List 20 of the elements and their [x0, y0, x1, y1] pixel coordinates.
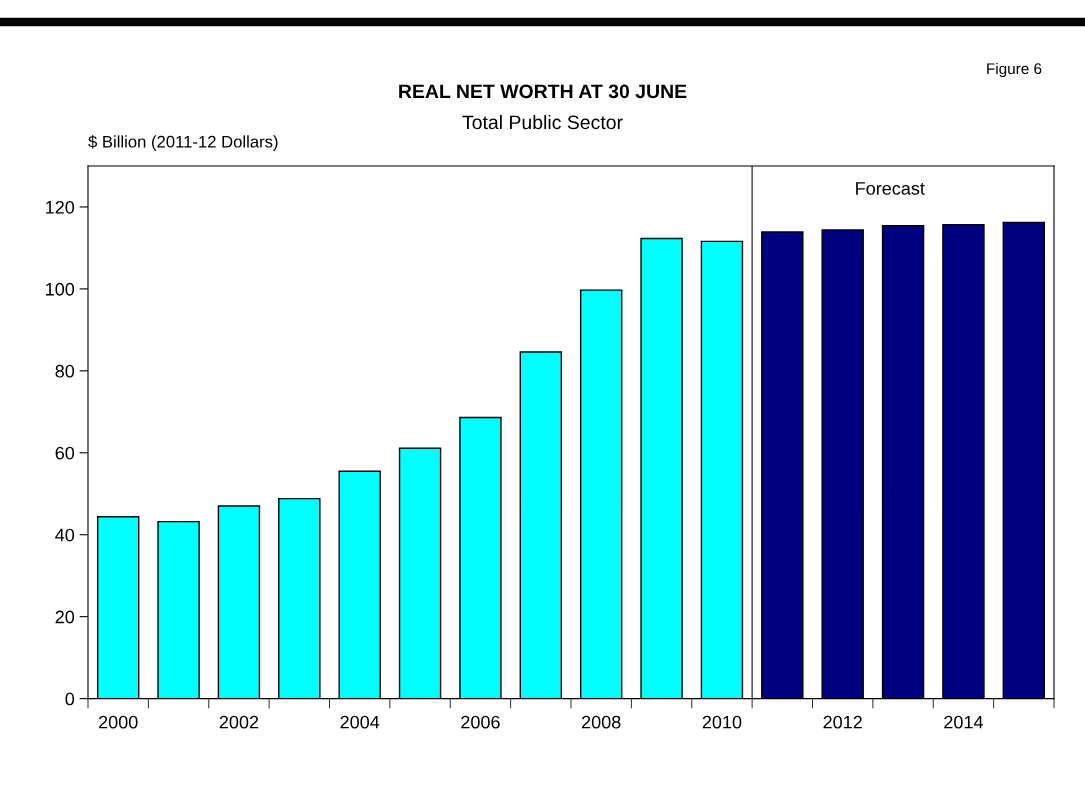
- x-tick-label: 2010: [702, 715, 742, 729]
- y-tick-label: 120: [46, 200, 75, 214]
- chart-subtitle: Total Public Sector: [462, 114, 623, 130]
- chart-title: REAL NET WORTH AT 30 JUNE: [399, 84, 687, 99]
- y-tick-label: 40: [55, 528, 75, 542]
- x-tick-label: 2012: [823, 715, 862, 729]
- x-tick-label: 2004: [340, 715, 380, 729]
- y-tick-label: 0: [65, 692, 75, 706]
- x-tick-label: 2000: [99, 715, 138, 729]
- annotation: Forecast: [856, 182, 925, 195]
- y-tick-label: 60: [55, 446, 75, 460]
- x-tick-label: 2014: [944, 715, 983, 729]
- x-tick-label: 2008: [582, 715, 621, 729]
- caption: Figure 6: [987, 62, 1042, 78]
- y-tick-label: 80: [55, 364, 75, 378]
- y-tick-label: 100: [46, 282, 75, 296]
- x-tick-label: 2002: [219, 715, 259, 729]
- x-tick-label: 2006: [461, 715, 500, 729]
- y-tick-label: 20: [55, 610, 75, 624]
- y-axis-title: $ Billion (2011-12 Dollars): [88, 135, 278, 151]
